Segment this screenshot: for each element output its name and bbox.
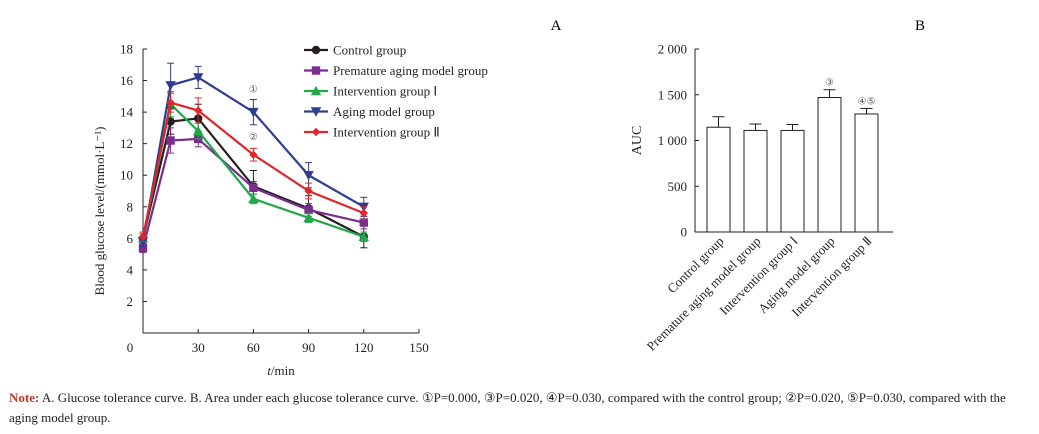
series-line [141,76,365,242]
legend-label: Premature aging model group [333,63,488,78]
series-line [141,101,365,237]
x-tick-label: 90 [302,340,315,355]
y-tick-label: 500 [668,179,688,194]
y-tick-label: 0 [681,225,688,240]
bar [780,129,805,233]
marker-square [311,66,321,75]
y-tick-label: 1 000 [658,133,687,148]
marker-triangle-up [358,231,369,241]
marker-diamond [166,98,175,107]
significance-annotation: ② [249,132,258,143]
figure-note: Note: A. Glucose tolerance curve. B. Are… [9,388,1029,428]
y-axis-label: Blood glucose level/(mmol·L⁻¹) [92,127,107,296]
marker-diamond [359,208,368,218]
note-label: Note: [9,390,40,405]
marker-triangle-down [165,81,176,91]
glucose-tolerance-chart: 2 4 6 8 10 12 14 16 18 0 30 60 90 120 150 t/min Blood gl… [92,42,488,379]
note-text: A. Glucose tolerance curve. B. Area unde… [9,390,1006,425]
significance-annotation: ③ [825,78,834,89]
x-tick-label: 60 [247,340,260,355]
y-tick-label: 6 [127,231,134,246]
x-tick-label: 30 [192,340,205,355]
marker-triangle-up [248,193,259,204]
y-tick-label: 16 [120,73,134,88]
legend-label: Intervention group Ⅱ [333,125,440,140]
y-tick-label: 18 [120,42,133,57]
y-tick-label: 12 [120,136,133,151]
x-tick-label: 0 [127,340,134,355]
marker-square [166,136,175,145]
marker-triangle-down [310,107,322,117]
y-tick-label: 4 [127,262,134,277]
marker-diamond [249,150,258,159]
y-tick-label: 14 [120,105,134,120]
marker-triangle-up [193,125,204,136]
marker-circle [311,45,321,55]
bar [817,96,842,233]
marker-triangle-down [248,107,259,118]
marker-diamond [138,232,148,241]
x-axis-label: t/min [267,363,295,378]
panel-label-b: B [915,18,925,34]
bar [706,126,731,233]
marker-square [249,183,258,193]
y-tick-label: 2 000 [658,42,687,57]
marker-diamond [311,127,321,137]
marker-square [138,243,148,252]
bar [854,113,879,233]
series-5 [138,92,368,242]
y-tick-label: 2 [127,294,134,309]
marker-diamond [304,186,313,196]
marker-square [304,205,313,215]
marker-triangle-down [303,171,314,181]
x-tick-label: 120 [354,340,374,355]
x-axis-label-unit: /min [271,363,295,378]
marker-triangle-up [303,212,314,223]
x-axis-label-var: t [267,363,271,378]
figure-canvas: A B 2 4 6 8 10 12 14 16 18 0 30 60 90 120 150 t/min Bloo… [92,18,925,379]
y-tick-label: 1 500 [658,87,687,102]
marker-square [359,218,368,227]
marker-diamond [194,106,203,115]
y-tick-label: 8 [127,199,134,214]
y-tick-label: 10 [120,168,133,183]
x-tick-label: 150 [409,340,429,355]
legend-label: Intervention group Ⅰ [333,84,437,99]
panel-label-a: A [551,18,562,34]
marker-triangle-down [193,73,204,83]
legend-label: Aging model group [333,104,435,119]
significance-annotation: ① [249,84,258,95]
marker-triangle-up [310,85,322,96]
bar [743,129,768,233]
legend-label: Control group [333,43,406,58]
y-axis-label: AUC [630,126,645,156]
significance-annotation: ④⑤ [858,96,876,107]
